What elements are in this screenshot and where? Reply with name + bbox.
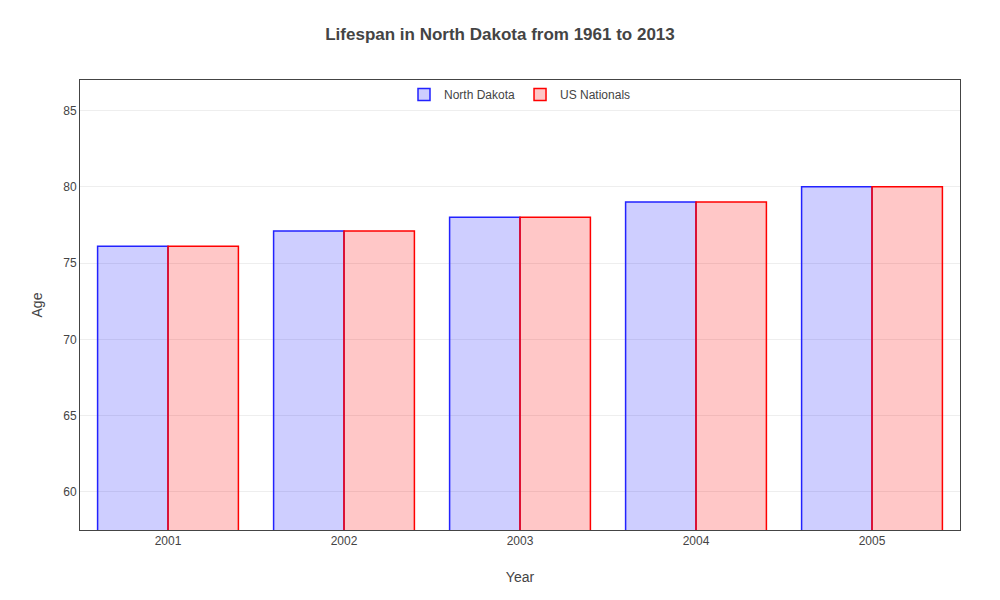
svg-text:North Dakota: North Dakota [444, 88, 515, 102]
svg-text:60: 60 [63, 485, 77, 499]
svg-text:70: 70 [63, 333, 77, 347]
svg-text:75: 75 [63, 256, 77, 270]
svg-text:2001: 2001 [155, 534, 182, 548]
svg-text:85: 85 [63, 104, 77, 118]
svg-text:2005: 2005 [859, 534, 886, 548]
svg-text:Year: Year [506, 569, 535, 585]
svg-text:80: 80 [63, 180, 77, 194]
svg-text:65: 65 [63, 409, 77, 423]
svg-text:2004: 2004 [683, 534, 710, 548]
svg-text:2003: 2003 [507, 534, 534, 548]
svg-text:2002: 2002 [331, 534, 358, 548]
svg-text:US Nationals: US Nationals [560, 88, 630, 102]
svg-text:Age: Age [29, 292, 45, 317]
svg-text:Lifespan in North Dakota from: Lifespan in North Dakota from 1961 to 20… [325, 25, 675, 44]
